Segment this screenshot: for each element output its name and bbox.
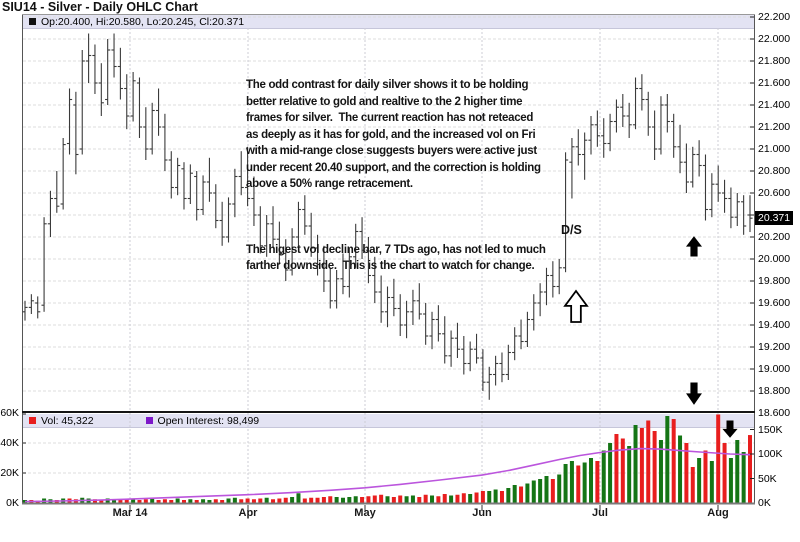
ohlc-legend-text: Op:20.400, Hi:20.580, Lo:20.245, Cl:20.3… — [41, 15, 245, 28]
volume-axis-right-label: 50K — [758, 472, 777, 485]
volume-axis-right-label: 150K — [758, 423, 783, 436]
price-axis-label: 18.800 — [758, 385, 791, 397]
volume-panel — [22, 413, 755, 504]
price-axis-label: 18.600 — [758, 407, 791, 419]
volume-legend-marker-icon — [29, 417, 36, 424]
price-axis-label: 19.800 — [758, 275, 791, 287]
price-axis-label: 22.200 — [758, 11, 791, 23]
price-axis-label: 21.000 — [758, 143, 791, 155]
price-axis-label: 20.800 — [758, 165, 791, 177]
current-price-tag: 20.371 — [755, 211, 794, 225]
price-axis-label: 22.000 — [758, 33, 791, 45]
price-axis-label: 21.600 — [758, 77, 791, 89]
x-axis-label: Jul — [592, 507, 608, 519]
price-axis-label: 19.200 — [758, 341, 791, 353]
volume-legend: Vol: 45,322 Open Interest: 98,499 — [23, 414, 754, 428]
volume-axis-left-label: 20K — [0, 467, 19, 479]
up-arrow-icon — [685, 236, 703, 257]
annotation-paragraph-1: The odd contrast for daily silver shows … — [246, 79, 541, 190]
demand-supply-label: D/S — [561, 223, 582, 237]
volume-axis-left-label: 40K — [0, 437, 19, 449]
up-arrow-icon — [563, 289, 589, 323]
volume-axis-left-label: 60K — [0, 407, 19, 419]
open-interest-legend-marker-icon — [145, 417, 153, 424]
price-axis-label: 19.400 — [758, 319, 791, 331]
x-axis-label: May — [354, 507, 376, 519]
price-axis-label: 21.400 — [758, 99, 791, 111]
price-panel — [22, 14, 755, 413]
x-axis-label: Apr — [238, 507, 258, 519]
ohlc-legend-marker-icon — [29, 18, 36, 25]
annotation-paragraph-2: The higest vol decline bar, 7 TDs ago, h… — [246, 243, 546, 273]
price-axis-label: 21.800 — [758, 55, 791, 67]
price-axis-label: 21.200 — [758, 121, 791, 133]
price-axis-label: 20.200 — [758, 231, 791, 243]
panel-separator — [22, 411, 755, 413]
price-axis-label: 19.000 — [758, 363, 791, 375]
volume-axis-left-label: 0K — [6, 497, 19, 509]
x-axis-label: Jun — [472, 507, 492, 519]
open-interest-legend-text: Open Interest: 98,499 — [157, 414, 260, 427]
price-axis-label: 19.600 — [758, 297, 791, 309]
chart-title: SIU14 - Silver - Daily OHLC Chart — [2, 0, 198, 14]
x-axis — [22, 502, 755, 511]
analyst-annotation: The odd contrast for daily silver shows … — [246, 44, 591, 308]
volume-axis-right-label: 100K — [758, 448, 783, 460]
price-axis-label: 20.000 — [758, 253, 791, 265]
x-axis-label: Aug — [707, 507, 729, 519]
down-arrow-icon — [686, 382, 702, 405]
volume-legend-text: Vol: 45,322 — [41, 414, 94, 427]
x-axis-label: Mar 14 — [112, 507, 148, 519]
down-arrow-icon — [722, 420, 738, 438]
price-axis-label: 20.600 — [758, 187, 791, 199]
ohlc-legend: Op:20.400, Hi:20.580, Lo:20.245, Cl:20.3… — [23, 15, 754, 29]
volume-axis-right-label: 0K — [758, 497, 771, 509]
